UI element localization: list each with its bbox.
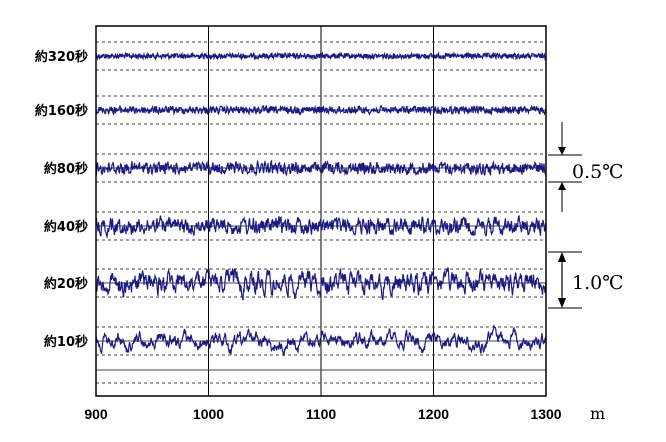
x-tick-label: 900 [84,406,108,422]
scale-bars: 0.5℃ 1.0℃ [548,122,623,309]
series-label: 約160秒 [35,103,88,119]
scale-bar-arrowhead [558,182,566,190]
x-unit-label: m [590,404,605,423]
scale-bar-arrowhead [558,147,566,155]
x-tick-label: 1300 [530,406,561,422]
series-label: 約10秒 [44,334,88,350]
series-line [95,267,547,301]
series-line [95,323,547,356]
series-label: 約20秒 [44,276,88,292]
series-line [95,51,547,62]
x-axis-ticks: 900 1000 1100 1200 1300 [84,406,561,422]
scale-bar-label: 1.0℃ [572,272,623,294]
scale-bar-arrowhead [558,298,566,308]
x-tick-label: 1000 [193,406,224,422]
series-line [95,159,547,177]
scale-bar-arrowhead [558,252,566,262]
series-label: 約80秒 [44,161,88,177]
series-label: 約40秒 [44,219,88,235]
plot-frame [95,25,547,397]
x-tick-label: 1200 [418,406,449,422]
series-line [95,215,547,239]
x-tick-label: 1100 [306,406,337,422]
series-group [95,51,547,356]
series-label: 約320秒 [35,49,88,65]
series-line [95,104,547,117]
scale-bar-label: 0.5℃ [572,161,623,183]
